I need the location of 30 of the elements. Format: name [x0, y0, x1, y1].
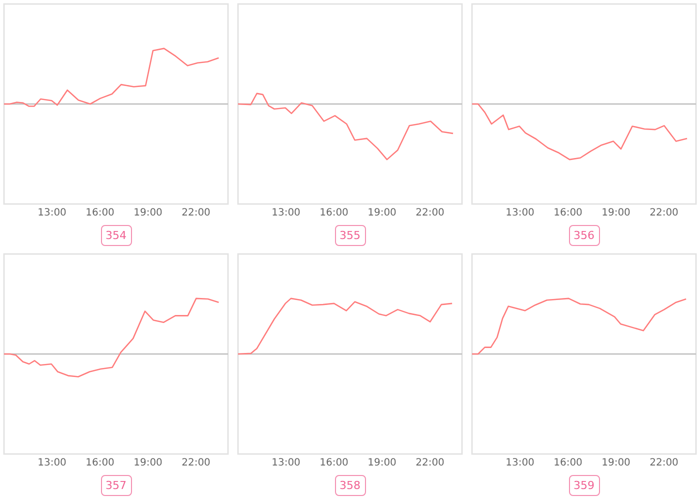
x-tick-label: 13:00: [272, 208, 300, 219]
x-tick-label: 19:00: [134, 458, 162, 469]
x-tick-label: 22:00: [650, 458, 678, 469]
x-tick-label: 22:00: [182, 458, 210, 469]
x-tick-label: 16:00: [86, 208, 114, 219]
text: 356: [568, 225, 600, 246]
x-tick-label: 16:00: [320, 458, 348, 469]
text: 354: [100, 225, 132, 246]
x-tick-label: 16:00: [554, 458, 582, 469]
x-tick-label: 22:00: [416, 208, 444, 219]
x-tick-label: 19:00: [134, 208, 162, 219]
x-tick-label: 13:00: [38, 208, 66, 219]
x-tick-label: 16:00: [554, 208, 582, 219]
x-tick-label: 13:00: [506, 458, 534, 469]
x-tick-label: 22:00: [650, 208, 678, 219]
x-tick-label: 22:00: [416, 458, 444, 469]
x-tick-label: 13:00: [38, 458, 66, 469]
x-tick-label: 19:00: [368, 208, 396, 219]
text: 358: [334, 475, 366, 496]
x-tick-label: 16:00: [86, 458, 114, 469]
text: 359: [568, 475, 600, 496]
x-tick-label: 22:00: [182, 208, 210, 219]
x-tick-label: 19:00: [602, 458, 630, 469]
x-tick-label: 19:00: [602, 208, 630, 219]
text: 355: [334, 225, 366, 246]
x-tick-label: 13:00: [506, 208, 534, 219]
x-tick-label: 19:00: [368, 458, 396, 469]
x-tick-label: 16:00: [320, 208, 348, 219]
text: 357: [100, 475, 132, 496]
x-tick-label: 13:00: [272, 458, 300, 469]
